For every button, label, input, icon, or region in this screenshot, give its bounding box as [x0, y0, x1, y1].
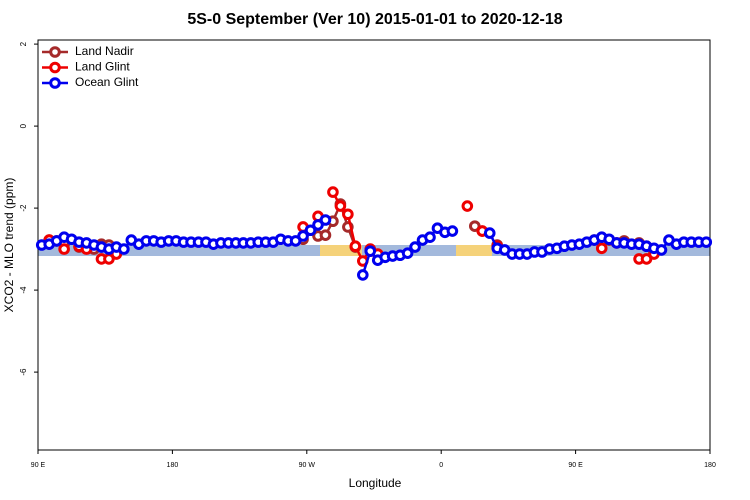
- point: [319, 229, 332, 241]
- point: [349, 240, 362, 253]
- y-axis-title: XCO2 - MLO trend (ppm): [2, 178, 16, 313]
- point: [401, 247, 414, 259]
- point: [700, 236, 713, 248]
- point: [409, 241, 421, 253]
- legend-marker: [49, 46, 61, 58]
- point: [118, 243, 130, 255]
- x-axis-title: Longitude: [349, 476, 402, 490]
- point: [364, 245, 377, 257]
- point: [469, 220, 481, 232]
- y-tick-label: -2: [19, 204, 28, 212]
- point: [357, 269, 369, 281]
- legend-marker: [49, 61, 61, 74]
- point: [312, 219, 324, 231]
- point: [327, 186, 339, 198]
- legend-marker: [49, 77, 61, 89]
- y-tick-label: -6: [19, 368, 28, 376]
- point: [297, 230, 309, 242]
- legend-label: Ocean Glint: [75, 75, 139, 89]
- chart-title: 5S-0 September (Ver 10) 2015-01-01 to 20…: [187, 11, 562, 28]
- y-tick-label: -4: [19, 286, 28, 294]
- point: [334, 200, 347, 212]
- legend-label: Land Nadir: [75, 44, 134, 58]
- y-tick-label: 2: [19, 41, 28, 46]
- x-tick-label: 0: [439, 462, 443, 469]
- x-tick-label: 90 E: [568, 462, 583, 469]
- point: [446, 225, 459, 237]
- point: [483, 227, 496, 239]
- land-band: [456, 245, 492, 256]
- point: [342, 208, 354, 221]
- x-tick-label: 180: [704, 462, 716, 469]
- x-tick-label: 180: [167, 462, 179, 469]
- point: [58, 243, 70, 255]
- land-band: [320, 245, 362, 256]
- point: [424, 231, 436, 244]
- point: [655, 244, 668, 256]
- point: [640, 253, 653, 265]
- point: [289, 235, 302, 247]
- point: [595, 242, 608, 255]
- legend-label: Land Glint: [75, 60, 130, 74]
- point: [304, 224, 317, 237]
- x-tick-label: 90 W: [299, 462, 316, 469]
- y-tick-label: 0: [19, 123, 28, 128]
- point: [461, 200, 474, 212]
- point: [319, 214, 332, 226]
- x-tick-label: 90 E: [31, 462, 46, 469]
